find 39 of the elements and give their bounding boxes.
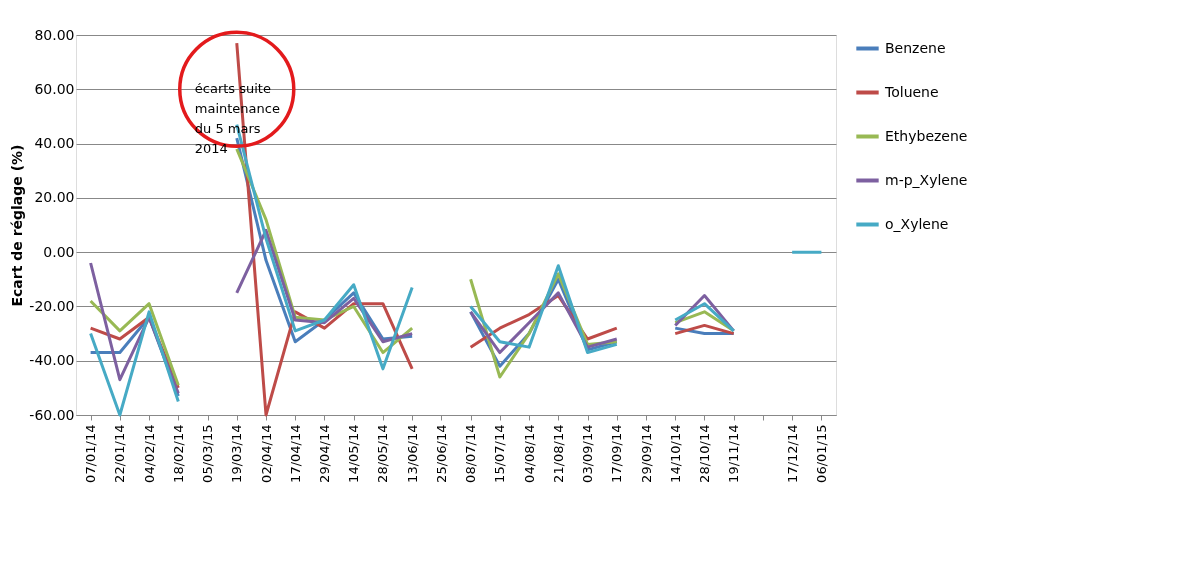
x-tick-label: 04/08/14 bbox=[521, 424, 537, 483]
x-tick-label: 06/01/15 bbox=[813, 424, 829, 483]
x-tick-label: 21/08/14 bbox=[550, 424, 566, 483]
x-tick-label: 22/01/14 bbox=[112, 424, 128, 483]
x-tick-label: 07/01/14 bbox=[83, 424, 99, 483]
y-tick-label: -20.00 bbox=[29, 297, 75, 314]
legend-label: m-p_Xylene bbox=[885, 171, 968, 188]
y-tick-label: 60.00 bbox=[34, 80, 75, 97]
x-tick-label: 05/03/15 bbox=[200, 424, 216, 483]
y-tick-label: -60.00 bbox=[29, 406, 75, 423]
y-axis-title: Ecart de réglage (%) bbox=[9, 144, 26, 307]
y-tick-label: 40.00 bbox=[34, 135, 75, 152]
y-tick-label: 80.00 bbox=[34, 26, 75, 43]
y-tick-label: 0.00 bbox=[43, 243, 75, 260]
y-tick-label: -40.00 bbox=[29, 352, 75, 369]
x-tick-label: 15/07/14 bbox=[492, 424, 508, 483]
x-tick-label: 18/02/14 bbox=[170, 424, 186, 483]
x-tick-label: 17/12/14 bbox=[784, 424, 800, 483]
x-tick-label: 02/04/14 bbox=[258, 424, 274, 483]
x-tick-label: 28/10/14 bbox=[696, 424, 712, 483]
x-tick-label: 14/10/14 bbox=[667, 424, 683, 483]
x-tick-label: 04/02/14 bbox=[141, 424, 157, 483]
legend-label: Toluene bbox=[884, 83, 939, 100]
legend-label: Ethybezene bbox=[885, 127, 968, 144]
x-tick-label: 29/09/14 bbox=[638, 424, 654, 483]
x-tick-label: 17/04/14 bbox=[287, 424, 303, 483]
x-tick-label: 25/06/14 bbox=[433, 424, 449, 483]
x-tick-label: 19/11/14 bbox=[726, 424, 742, 483]
x-tick-label: 19/03/14 bbox=[229, 424, 245, 483]
x-tick-label: 13/06/14 bbox=[404, 424, 420, 483]
legend-label: o_Xylene bbox=[885, 215, 949, 232]
x-tick-label: 29/04/14 bbox=[316, 424, 332, 483]
legend-label: Benzene bbox=[885, 39, 946, 56]
y-tick-label: 20.00 bbox=[34, 189, 75, 206]
x-tick-label: 08/07/14 bbox=[463, 424, 479, 483]
x-tick-label: 03/09/14 bbox=[580, 424, 596, 483]
x-tick-label: 28/05/14 bbox=[375, 424, 391, 483]
x-tick-label: 14/05/14 bbox=[346, 424, 362, 483]
x-tick-label: 17/09/14 bbox=[609, 424, 625, 483]
